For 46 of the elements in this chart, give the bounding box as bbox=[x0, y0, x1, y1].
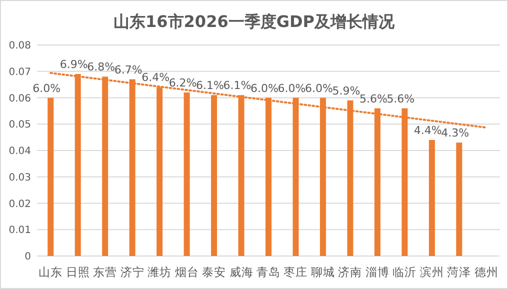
y-tick-label: 0.07 bbox=[8, 66, 31, 78]
y-tick-label: 0.01 bbox=[8, 225, 31, 236]
x-tick-label: 菏泽 bbox=[447, 265, 472, 279]
y-tick-label: 0.03 bbox=[8, 172, 31, 184]
y-tick-label: 0.06 bbox=[8, 93, 31, 104]
data-label: 6.0% bbox=[278, 82, 306, 95]
y-tick-label: 0.08 bbox=[8, 40, 31, 52]
y-tick-label: 0.05 bbox=[8, 120, 31, 131]
bar bbox=[428, 140, 435, 256]
x-tick-label: 济宁 bbox=[120, 265, 144, 279]
x-tick-label: 德州 bbox=[474, 265, 498, 279]
data-label: 6.2% bbox=[168, 76, 197, 90]
data-label: 5.9% bbox=[332, 84, 360, 98]
chart-title: 山东16市2026一季度GDP及增长情况 bbox=[114, 12, 396, 31]
x-tick-label: 烟台 bbox=[174, 265, 199, 279]
x-tick-label: 威海 bbox=[229, 265, 254, 279]
x-tick-label: 山东 bbox=[38, 265, 63, 279]
x-tick-label: 枣庄 bbox=[284, 265, 308, 279]
data-label: 4.3% bbox=[441, 126, 470, 140]
data-label: 4.4% bbox=[414, 124, 442, 137]
data-label: 5.6% bbox=[359, 92, 388, 106]
y-tick-label: 0.02 bbox=[8, 198, 31, 210]
data-label: 6.0% bbox=[250, 82, 278, 95]
data-label: 6.4% bbox=[142, 71, 170, 84]
x-tick-label: 滨州 bbox=[420, 265, 444, 279]
y-tick-label: 0.04 bbox=[8, 146, 31, 157]
data-label: 6.1% bbox=[196, 79, 224, 92]
bar bbox=[48, 98, 54, 256]
data-label: 6.7% bbox=[114, 63, 142, 76]
x-tick-label: 日照 bbox=[66, 265, 90, 279]
bar bbox=[456, 142, 462, 256]
data-label: 6.9% bbox=[60, 58, 88, 72]
x-tick-label: 青岛 bbox=[256, 265, 280, 279]
x-tick-label: 济南 bbox=[338, 265, 362, 279]
data-label: 6.8% bbox=[87, 60, 116, 74]
x-tick-label: 聊城 bbox=[310, 265, 335, 279]
data-label: 6.0% bbox=[32, 82, 61, 95]
y-tick-label: 0 bbox=[24, 252, 31, 262]
data-label: 5.6% bbox=[386, 92, 415, 106]
data-label: 6.1% bbox=[223, 79, 252, 92]
data-label: 6.0% bbox=[304, 82, 333, 95]
x-tick-label: 东营 bbox=[93, 265, 118, 279]
x-tick-label: 淄博 bbox=[365, 265, 390, 279]
x-tick-label: 潍坊 bbox=[148, 265, 172, 279]
x-tick-label: 临沂 bbox=[392, 265, 417, 279]
x-tick-label: 泰安 bbox=[202, 265, 226, 279]
